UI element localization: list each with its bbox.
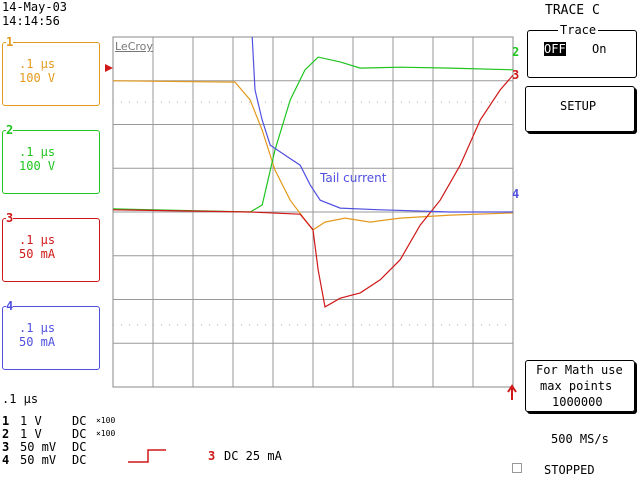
row-coupling: DC [72, 427, 87, 441]
footer-timebase: .1 μs [2, 392, 39, 406]
channel-box: 3 .1 μs 50 mA [2, 211, 100, 282]
panel-title: TRACE C [545, 3, 600, 18]
status: STOPPED [544, 463, 595, 477]
trigger-edge-icon [128, 449, 166, 463]
channel-number: 3 [6, 211, 14, 225]
sample-rate: 500 MS/s [551, 432, 609, 446]
trace-on[interactable]: On [592, 42, 607, 56]
brand: LeCroy [115, 40, 153, 53]
date: 14-May-03 [2, 0, 68, 14]
row-scale: 1 V [20, 427, 42, 441]
trace [112, 74, 514, 308]
row-coupling: DC [72, 414, 87, 428]
trace-label: 4 [512, 187, 519, 201]
trace-label: Trace [558, 23, 599, 37]
trace [251, 36, 513, 213]
math-line-2: max points [540, 379, 613, 393]
trigger-setting: DC 25 mA [224, 449, 282, 463]
row-number: 1 [2, 414, 10, 428]
channel-timebase: .1 μs [19, 321, 56, 335]
row-coupling: DC [72, 453, 87, 467]
trigger-level-marker [105, 64, 113, 72]
math-line-1: For Math use [536, 363, 623, 377]
math-line-3: 1000000 [552, 395, 603, 409]
trace [112, 56, 514, 213]
channel-timebase: .1 μs [19, 57, 56, 71]
channel-scale: 50 mA [19, 335, 56, 349]
channel-box: 2 .1 μs 100 V [2, 123, 100, 194]
channel-number: 2 [6, 123, 14, 137]
row-scale: 1 V [20, 414, 42, 428]
annotation: Tail current [320, 171, 387, 185]
row-scale: 50 mV [20, 440, 57, 454]
channel-timebase: .1 μs [19, 233, 56, 247]
trace-off[interactable]: OFF [544, 42, 566, 56]
trace-group: Trace OFF On [527, 23, 637, 78]
row-number: 3 [2, 440, 10, 454]
channel-scale: 100 V [19, 71, 56, 85]
row-scale: 50 mV [20, 453, 57, 467]
trigger-source: 3 [208, 449, 216, 463]
setup-button[interactable]: SETUP [525, 86, 635, 132]
row-number: 4 [2, 453, 10, 467]
row-number: 2 [2, 427, 10, 441]
trace-label: 3 [512, 68, 519, 82]
channel-scale: 100 V [19, 159, 56, 173]
channel-box: 4 .1 μs 50 mA [2, 299, 100, 370]
row-probe: ×100 [96, 416, 116, 425]
channel-number: 1 [6, 35, 14, 49]
row-probe: ×100 [96, 429, 116, 438]
setup-label: SETUP [560, 99, 597, 113]
channel-box: 1 .1 μs 100 V [2, 35, 100, 106]
channel-scale: 50 mA [19, 247, 56, 261]
math-button[interactable]: For Math use max points 1000000 [525, 360, 635, 412]
status-icon [512, 463, 522, 473]
channel-number: 4 [6, 299, 14, 313]
row-coupling: DC [72, 440, 87, 454]
time: 14:14:56 [2, 14, 60, 28]
trace-label: 2 [512, 45, 519, 59]
trigger-position-marker [507, 384, 517, 400]
channel-timebase: .1 μs [19, 145, 56, 159]
